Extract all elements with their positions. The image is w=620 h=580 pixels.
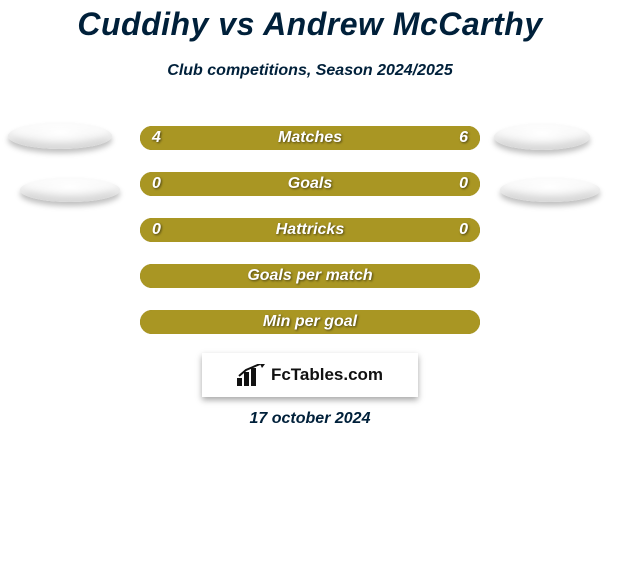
stat-bar: Matches46 bbox=[140, 126, 480, 150]
stat-bar: Min per goal bbox=[140, 310, 480, 334]
stat-bar-left-fill bbox=[140, 264, 310, 288]
page-title: Cuddihy vs Andrew McCarthy bbox=[0, 6, 620, 43]
stat-bar-right-value: 6 bbox=[459, 126, 468, 150]
stat-bar-right-fill bbox=[310, 218, 480, 242]
stat-bar-right-fill bbox=[310, 264, 480, 288]
player-blob-left-top bbox=[8, 123, 112, 149]
stat-bar-left-fill bbox=[140, 310, 310, 334]
barchart-icon bbox=[237, 364, 265, 386]
comparison-bars: Matches46Goals00Hattricks00Goals per mat… bbox=[140, 126, 480, 356]
stat-bar-right-fill bbox=[310, 310, 480, 334]
stat-bar: Goals per match bbox=[140, 264, 480, 288]
stat-bar-right-fill bbox=[276, 126, 480, 150]
stat-bar-right-value: 0 bbox=[459, 218, 468, 242]
stat-bar-right-value: 0 bbox=[459, 172, 468, 196]
page-subtitle: Club competitions, Season 2024/2025 bbox=[0, 62, 620, 80]
player-blob-right-top bbox=[494, 124, 590, 150]
stat-bar-right-fill bbox=[310, 172, 480, 196]
stat-bar-left-fill bbox=[140, 172, 310, 196]
stat-bar-left-value: 4 bbox=[152, 126, 161, 150]
stat-bar: Hattricks00 bbox=[140, 218, 480, 242]
stat-bar: Goals00 bbox=[140, 172, 480, 196]
datestamp: 17 october 2024 bbox=[0, 410, 620, 428]
player-blob-right-bottom bbox=[500, 178, 600, 202]
source-badge-text: FcTables.com bbox=[271, 365, 383, 385]
stat-bar-left-value: 0 bbox=[152, 218, 161, 242]
source-badge: FcTables.com bbox=[202, 353, 418, 397]
player-blob-left-bottom bbox=[20, 178, 120, 202]
stage: Cuddihy vs Andrew McCarthy Club competit… bbox=[0, 0, 620, 580]
stat-bar-left-fill bbox=[140, 218, 310, 242]
stat-bar-left-value: 0 bbox=[152, 172, 161, 196]
